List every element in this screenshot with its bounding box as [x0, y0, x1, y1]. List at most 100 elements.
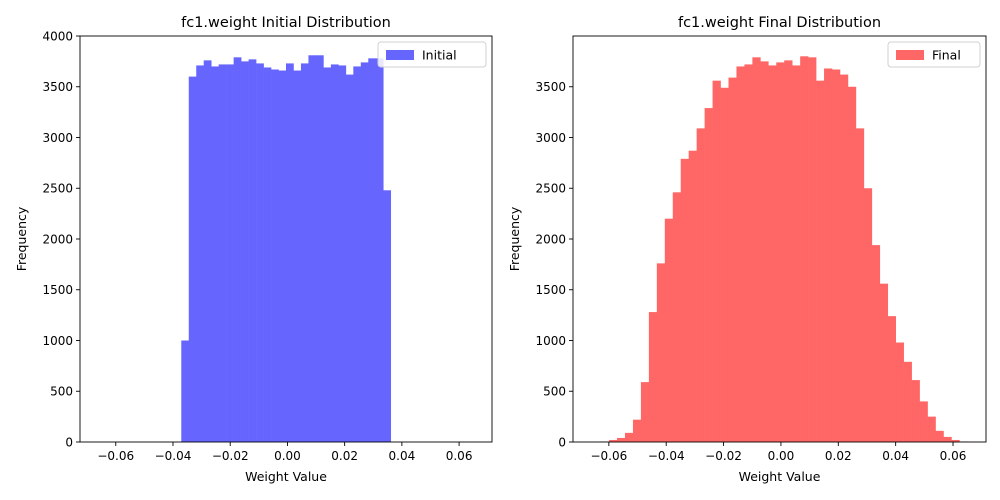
histogram-bar [640, 382, 650, 442]
histogram-bar [911, 380, 920, 442]
histogram-bar [181, 340, 190, 442]
histogram-bar [383, 190, 392, 442]
y-tick-label: 4000 [42, 29, 73, 43]
x-tick-label: 0.00 [274, 449, 301, 463]
histogram-bar [664, 218, 674, 442]
histogram-bar [871, 245, 881, 442]
legend-swatch [896, 50, 924, 60]
x-tick-label: −0.02 [212, 449, 249, 463]
histogram-bar [624, 432, 634, 442]
histogram-bar [839, 74, 849, 442]
legend: Final [887, 41, 981, 68]
bars [181, 55, 392, 443]
histogram-bar [368, 58, 377, 442]
y-tick-label: 3000 [535, 131, 566, 145]
histogram-bar [832, 69, 841, 443]
histogram-bar [792, 65, 801, 442]
histogram-bar [951, 439, 960, 442]
histogram-bar [300, 63, 309, 442]
histogram-bar [218, 64, 227, 443]
histogram-bar [196, 65, 205, 442]
histogram-bar [728, 77, 737, 443]
histogram-bar [704, 108, 713, 442]
histogram-bar [271, 69, 279, 443]
y-axis-label: Frequency [507, 206, 522, 271]
histogram-bar [338, 65, 347, 442]
histogram-bar [315, 55, 324, 442]
histogram-bar [847, 86, 857, 442]
y-tick-label: 2500 [535, 182, 566, 196]
histogram-bar [688, 150, 697, 442]
y-tick-label: 2000 [535, 232, 566, 246]
histogram-bar [824, 68, 833, 442]
histogram-bar [712, 80, 721, 442]
chart-title: fc1.weight Initial Distribution [181, 15, 391, 31]
histogram-bar [672, 192, 682, 442]
y-tick-label: 1500 [535, 283, 566, 297]
y-tick-label: 0 [65, 435, 73, 449]
histogram-bar [278, 70, 287, 442]
histogram-bar [353, 66, 362, 442]
y-tick-label: 0 [558, 435, 566, 449]
y-tick-label: 1000 [42, 334, 73, 348]
histogram-bar [895, 342, 904, 442]
histogram-bar [256, 63, 264, 442]
histogram-bar [855, 128, 865, 443]
legend: Initial [377, 41, 487, 68]
x-tick-label: 0.04 [389, 449, 416, 463]
y-tick-label: 500 [543, 385, 566, 399]
y-tick-label: 3000 [42, 131, 73, 145]
x-tick-label: −0.02 [705, 449, 742, 463]
histogram-bar [816, 80, 825, 442]
histogram-bar [648, 312, 658, 442]
histogram-bar [736, 66, 745, 442]
histogram-bar [696, 128, 705, 443]
histogram-bar [680, 158, 689, 442]
histogram-bar [360, 62, 369, 442]
x-tick-label: −0.04 [155, 449, 192, 463]
histogram-bar [211, 66, 219, 442]
x-axis-label: Weight Value [739, 469, 821, 484]
y-tick-label: 3500 [535, 80, 566, 94]
histogram-bar [330, 64, 339, 443]
histogram-bar [720, 87, 729, 442]
x-axis-label: Weight Value [245, 469, 327, 484]
histogram-bar [375, 58, 384, 442]
histogram-bar [203, 60, 212, 443]
histogram-bar [263, 67, 272, 442]
histogram-bar [241, 61, 249, 442]
y-tick-label: 3500 [42, 80, 73, 94]
y-tick-label: 1000 [535, 334, 566, 348]
x-tick-label: −0.06 [97, 449, 134, 463]
legend-label: Initial [422, 48, 457, 63]
histogram-bar [943, 436, 952, 442]
histogram-bar [919, 401, 928, 442]
histogram-bar [887, 316, 896, 442]
chart-title: fc1.weight Final Distribution [678, 15, 881, 31]
histogram-bar [632, 419, 642, 442]
histogram-bar [935, 430, 944, 442]
histogram-bar [744, 64, 753, 443]
legend-label: Final [932, 48, 961, 63]
histogram-bar [226, 64, 234, 443]
legend-box [377, 41, 487, 68]
x-tick-label: 0.02 [825, 449, 852, 463]
histogram-bar [927, 416, 936, 442]
histogram-bar [879, 283, 889, 442]
histogram-initial: −0.06 −0.04 −0.02 0.00 0.02 0.04 0.06 0 500 1000 1… [14, 15, 493, 484]
histogram-bar [768, 65, 777, 442]
x-tick-label: 0.04 [882, 449, 909, 463]
histogram-bar [308, 55, 317, 442]
y-tick-label: 1500 [42, 283, 73, 297]
histogram-bar [863, 188, 873, 442]
y-tick-label: 500 [50, 385, 73, 399]
histogram-bar [800, 56, 809, 443]
histogram-bar [323, 67, 332, 442]
x-tick-label: 0.06 [446, 449, 473, 463]
histogram-bar [345, 74, 354, 442]
histogram-bar [752, 57, 761, 442]
histogram-bar [617, 437, 626, 442]
histogram-bar [656, 263, 666, 442]
histogram-final: −0.06 −0.04 −0.02 0.00 0.02 0.04 0.06 0 500 1000 1… [507, 15, 987, 484]
